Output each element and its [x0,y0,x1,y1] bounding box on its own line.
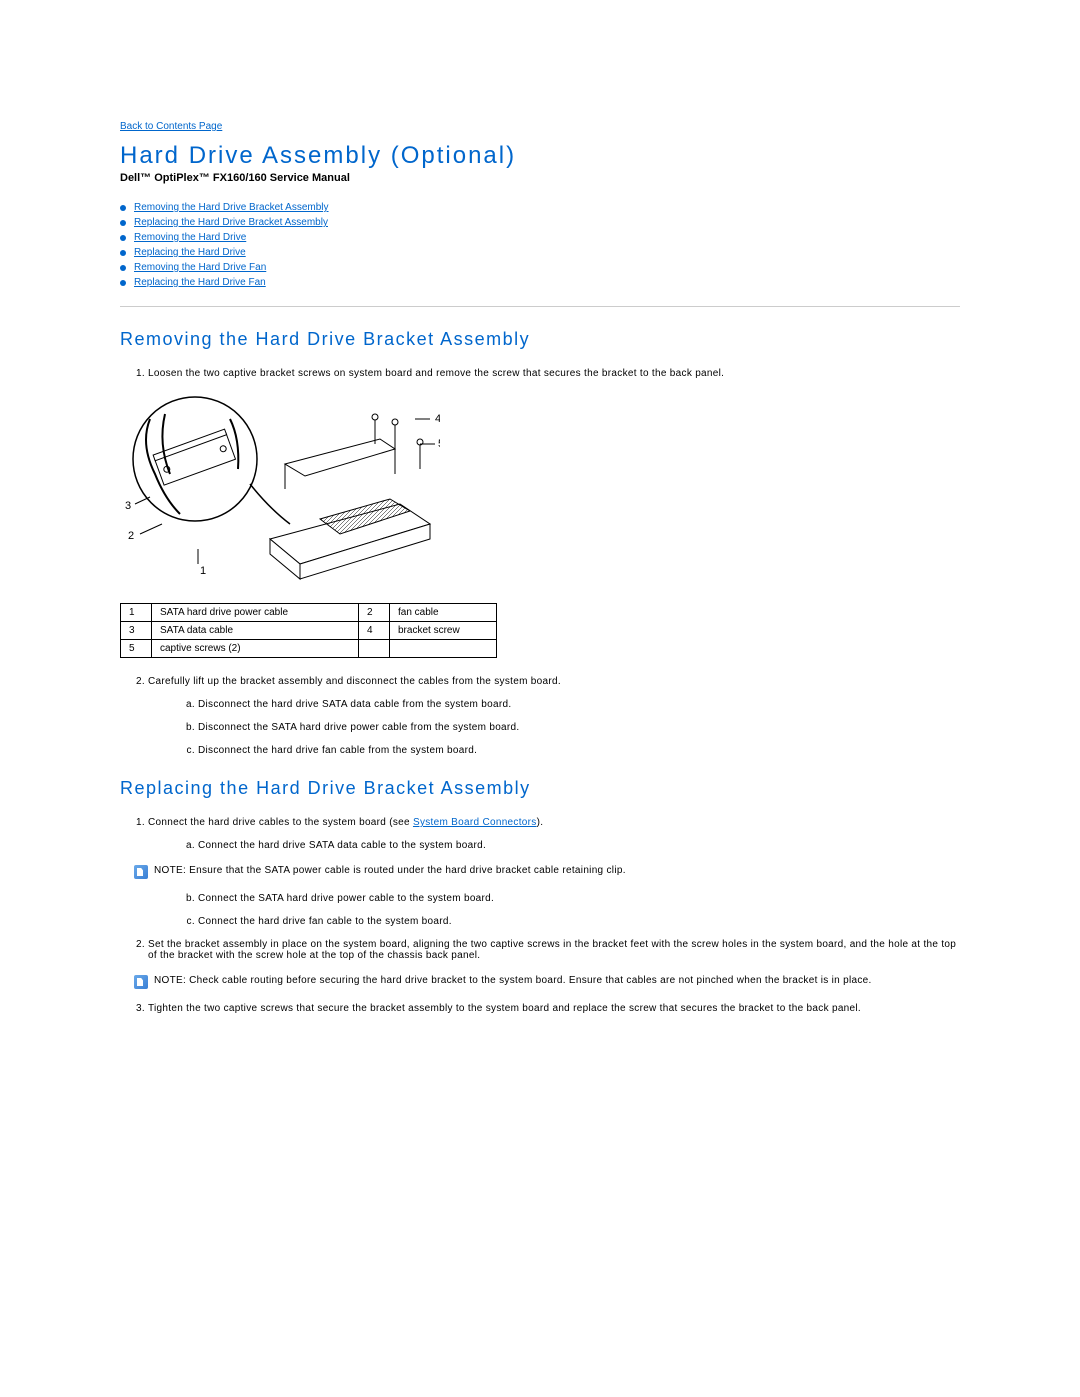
cell: 4 [359,622,390,640]
note-icon [134,975,148,989]
step: Set the bracket assembly in place on the… [148,939,960,961]
section-heading: Replacing the Hard Drive Bracket Assembl… [120,778,960,799]
step: Connect the hard drive cables to the sys… [148,817,960,851]
toc-link[interactable]: Replacing the Hard Drive Bracket Assembl… [134,217,328,228]
substep: Disconnect the SATA hard drive power cab… [198,722,960,733]
assembly-diagram: 1 2 3 4 5 [120,389,440,589]
toc-link[interactable]: Removing the Hard Drive [134,232,246,243]
subtitle: Dell™ OptiPlex™ FX160/160 Service Manual [120,172,960,184]
substep: Connect the hard drive SATA data cable t… [198,840,960,851]
divider [120,306,960,307]
page-title: Hard Drive Assembly (Optional) [120,142,960,170]
section2-steps-cont2: Tighten the two captive screws that secu… [120,1003,960,1014]
cell: SATA hard drive power cable [152,604,359,622]
step-text: Connect the hard drive cables to the sys… [148,817,413,828]
cell [359,640,390,658]
cell: captive screws (2) [152,640,359,658]
toc-link[interactable]: Removing the Hard Drive Bracket Assembly [134,202,329,213]
substep: Disconnect the hard drive fan cable from… [198,745,960,756]
section2-steps-cont: Set the bracket assembly in place on the… [120,939,960,961]
system-board-connectors-link[interactable]: System Board Connectors [413,817,537,828]
substep: Connect the hard drive fan cable to the … [198,916,960,927]
section2-steps: Connect the hard drive cables to the sys… [120,817,960,851]
svg-text:1: 1 [200,565,206,577]
toc-link[interactable]: Removing the Hard Drive Fan [134,262,266,273]
cell: 1 [121,604,152,622]
section1-steps-cont: Carefully lift up the bracket assembly a… [120,676,960,756]
note-icon [134,865,148,879]
cell: bracket screw [390,622,497,640]
cell: fan cable [390,604,497,622]
substep: Disconnect the hard drive SATA data cabl… [198,699,960,710]
section1-steps: Loosen the two captive bracket screws on… [120,368,960,379]
toc-link[interactable]: Replacing the Hard Drive [134,247,246,258]
note-text: NOTE: Ensure that the SATA power cable i… [154,865,626,876]
substep: Connect the SATA hard drive power cable … [198,893,960,904]
step-text: Carefully lift up the bracket assembly a… [148,676,561,687]
svg-text:2: 2 [128,530,134,542]
step: Tighten the two captive screws that secu… [148,1003,960,1014]
step: Carefully lift up the bracket assembly a… [148,676,960,756]
back-to-contents-link[interactable]: Back to Contents Page [120,121,222,132]
toc-link[interactable]: Replacing the Hard Drive Fan [134,277,266,288]
cell: SATA data cable [152,622,359,640]
parts-table: 1 SATA hard drive power cable 2 fan cabl… [120,603,497,658]
section2-substeps-cont: Connect the SATA hard drive power cable … [120,893,960,927]
note-text: NOTE: Check cable routing before securin… [154,975,872,986]
note: NOTE: Check cable routing before securin… [134,975,960,989]
cell [390,640,497,658]
note: NOTE: Ensure that the SATA power cable i… [134,865,960,879]
cell: 3 [121,622,152,640]
svg-text:5: 5 [438,438,440,450]
cell: 5 [121,640,152,658]
toc-list: Removing the Hard Drive Bracket Assembly… [120,202,960,288]
svg-text:3: 3 [125,500,131,512]
step: Loosen the two captive bracket screws on… [148,368,960,379]
step-text: ). [537,817,544,828]
cell: 2 [359,604,390,622]
section-heading: Removing the Hard Drive Bracket Assembly [120,329,960,350]
svg-text:4: 4 [435,413,440,425]
